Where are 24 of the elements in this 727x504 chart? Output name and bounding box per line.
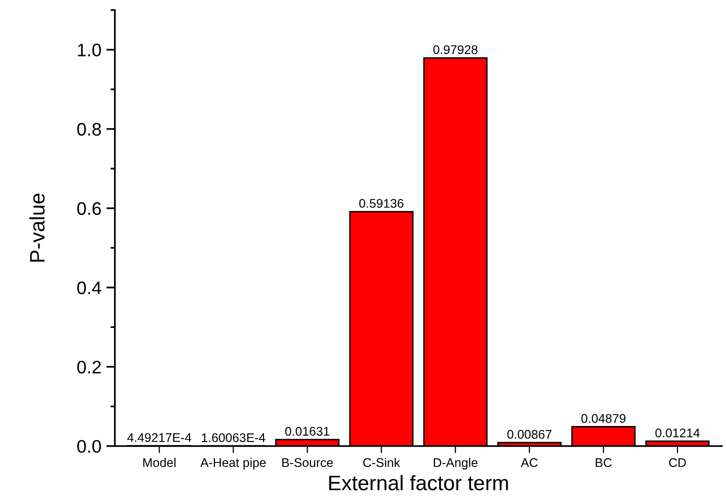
data-label: 0.01214 (655, 428, 700, 438)
y-axis-title: P-value (29, 194, 45, 262)
x-tick-label: Model (143, 458, 176, 468)
data-label: 1.60063E-4 (202, 433, 266, 442)
x-tick-label: BC (596, 458, 612, 468)
x-tick-label: B-Source (282, 458, 333, 468)
x-tick-label: CD (669, 458, 686, 468)
x-tick-label: A-Heat pipe (200, 458, 266, 470)
data-label: 0.01631 (285, 426, 330, 436)
y-tick-label: 0.2 (77, 360, 101, 374)
x-axis-title: External factor term (329, 475, 508, 490)
y-tick-label: 0.0 (77, 440, 101, 453)
y-tick-label: 0.8 (77, 122, 101, 136)
y-tick-label: 0.4 (77, 281, 102, 294)
data-label: 0.00867 (507, 430, 552, 439)
data-label: 0.04879 (581, 414, 626, 423)
x-tick-label: D-Angle (434, 458, 478, 470)
x-tick-label: AC (520, 458, 538, 468)
y-tick-label: 0.6 (77, 202, 101, 215)
y-tick-label: 1.0 (78, 44, 101, 56)
data-label: 4.49217E-4 (127, 433, 192, 442)
x-tick-label: C-Sink (363, 458, 400, 468)
data-label: 0.97928 (433, 45, 478, 54)
data-label: 0.59136 (359, 198, 404, 208)
